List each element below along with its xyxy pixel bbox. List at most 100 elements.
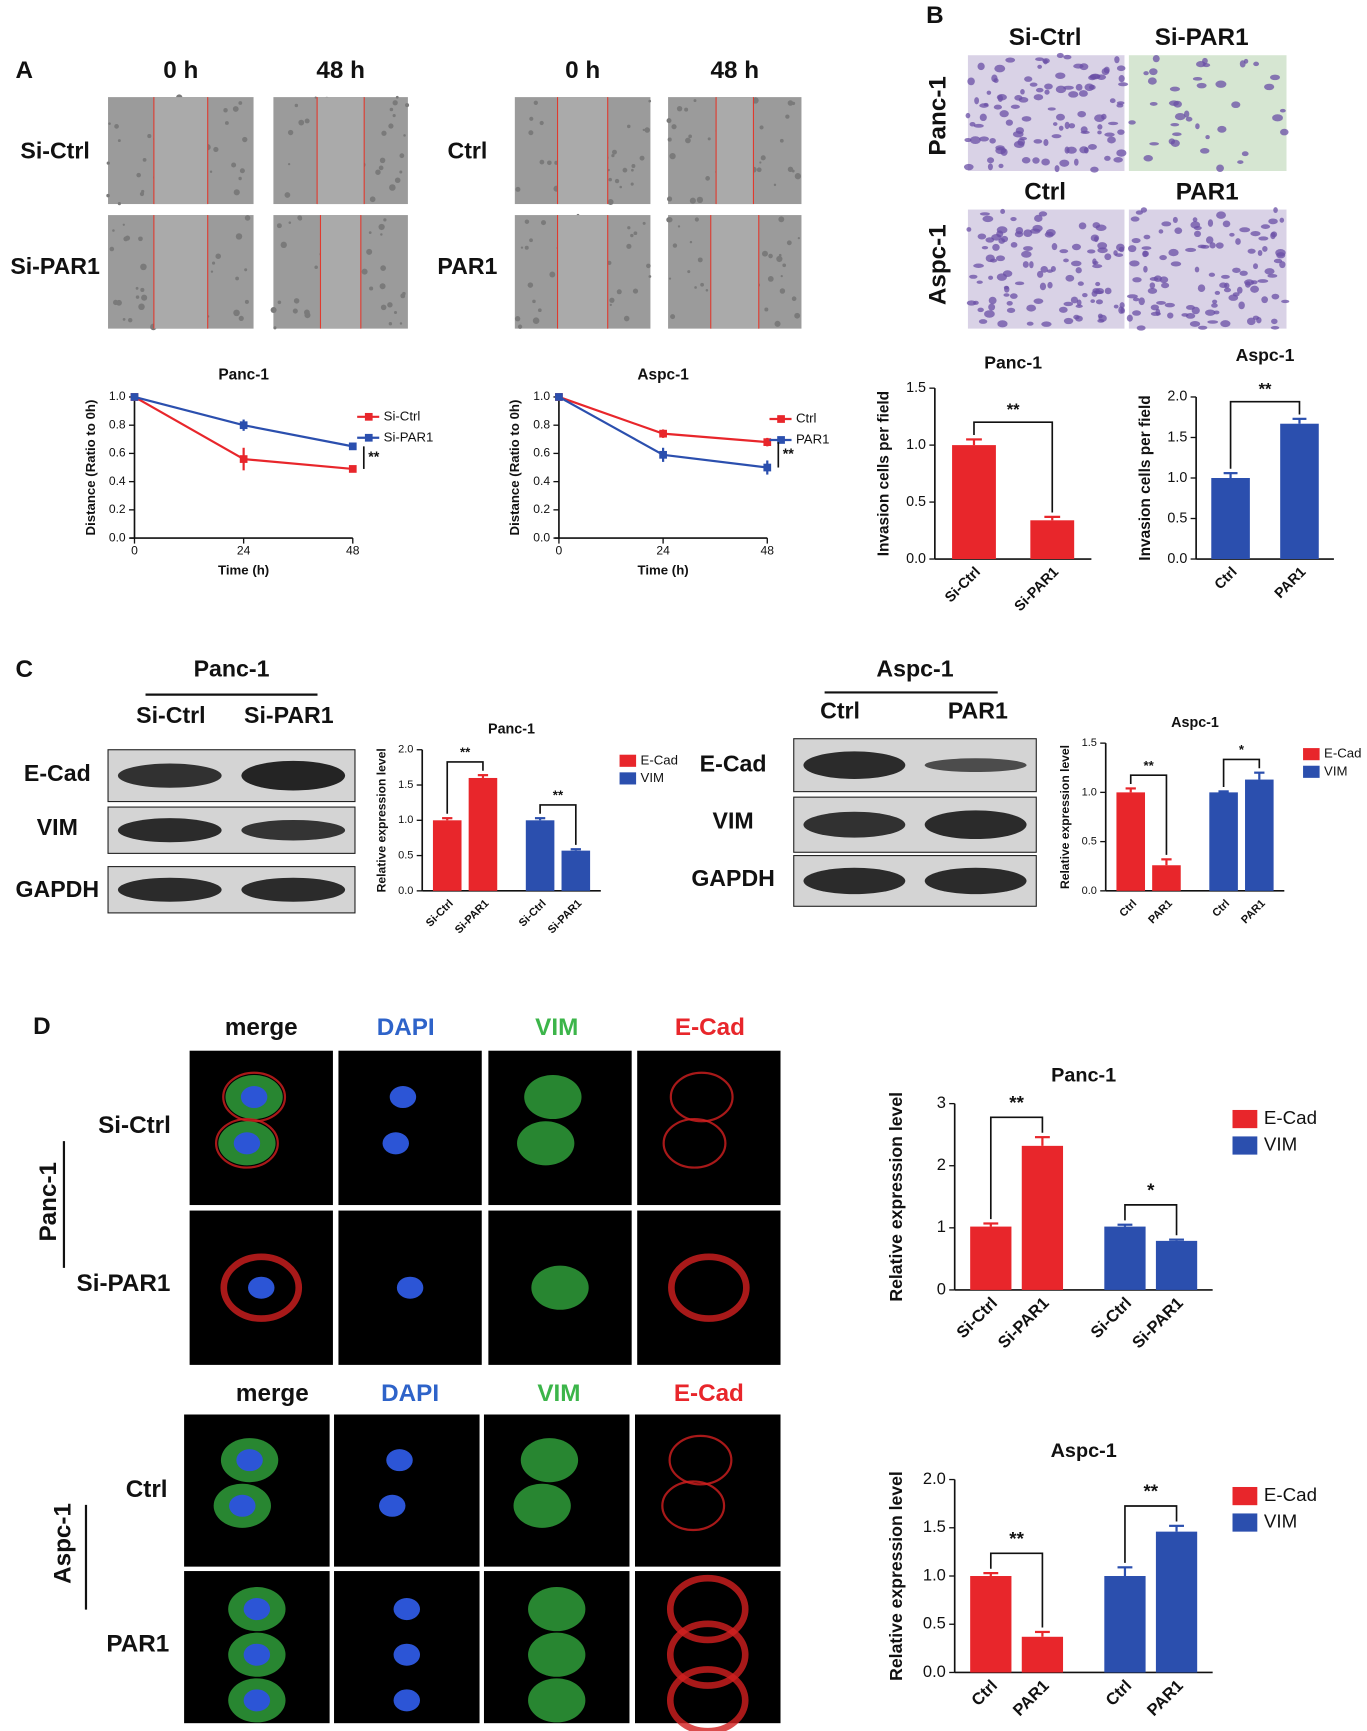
cell-texture [791, 101, 796, 106]
invaded-cell [1033, 139, 1043, 144]
bar [1116, 792, 1146, 891]
vim-signal [531, 1265, 589, 1310]
bar [1209, 792, 1238, 891]
invaded-cell [1276, 252, 1286, 259]
significance-bracket [1124, 1505, 1178, 1563]
invaded-cell [979, 113, 987, 122]
cell-texture [787, 100, 794, 106]
invaded-cell [1168, 138, 1176, 145]
cell-texture [389, 184, 396, 191]
invaded-cell [1161, 221, 1172, 227]
cell-texture [687, 270, 691, 274]
condition-label: Si-PAR1 [77, 1270, 171, 1297]
significance: ** [1009, 1092, 1024, 1113]
cell-texture [782, 263, 787, 268]
significance-bracket [989, 1116, 1044, 1220]
invaded-cell [1055, 85, 1067, 94]
legend-label: Si-PAR1 [384, 429, 434, 444]
invaded-cell [1128, 120, 1136, 125]
cell-texture [778, 216, 785, 223]
invaded-cell [1174, 227, 1183, 234]
invaded-cell [1101, 68, 1110, 76]
cell-texture [612, 149, 617, 155]
invaded-cell [1051, 134, 1062, 139]
x-tick-label: 48 [346, 544, 360, 558]
invaded-cell [1223, 287, 1232, 293]
invaded-cell [1169, 86, 1181, 92]
x-tick-label: Si-PAR1 [453, 898, 492, 937]
cell-texture [304, 312, 311, 319]
point-marker [348, 442, 357, 451]
significance: ** [1143, 758, 1154, 773]
invaded-cell [1044, 89, 1050, 95]
condition-label: Ctrl [447, 137, 487, 163]
invaded-cell [1116, 103, 1124, 108]
invaded-cell [981, 246, 989, 250]
channel-label: DAPI [377, 1014, 435, 1041]
cell-texture [694, 286, 697, 289]
x-tick-label: PAR1 [1143, 1676, 1187, 1720]
legend-swatch [619, 772, 637, 785]
cell-texture [238, 101, 243, 105]
invaded-cell [1033, 298, 1044, 304]
invaded-cell [1270, 231, 1278, 238]
cell-texture [756, 167, 762, 173]
invaded-cell [1257, 250, 1263, 257]
invaded-cell [1032, 157, 1040, 164]
invaded-cell [1063, 258, 1069, 263]
invaded-cell [969, 274, 978, 279]
protein-label: VIM [713, 808, 754, 834]
chart-title: Aspc-1 [1236, 345, 1295, 365]
cell-texture [619, 185, 623, 189]
time-label: 48 h [316, 57, 365, 84]
blot-band [803, 811, 906, 838]
invaded-cell [1084, 83, 1095, 92]
invaded-cell [1152, 54, 1160, 63]
invaded-cell [1264, 83, 1275, 91]
cell-texture [235, 233, 243, 240]
invaded-cell [1065, 274, 1075, 282]
invaded-cell [1253, 263, 1259, 270]
vim-signal [513, 1483, 571, 1528]
invaded-cell [1200, 147, 1210, 154]
vim-signal [520, 1438, 579, 1483]
x-tick-label: Si-PAR1 [994, 1293, 1053, 1352]
dapi-signal [396, 1276, 424, 1299]
invaded-cell [1013, 140, 1025, 148]
y-tick-label: 1.0 [1082, 786, 1097, 798]
x-tick-label: Si-Ctrl [424, 898, 456, 930]
invaded-cell [1082, 292, 1088, 298]
invaded-cell [995, 255, 1006, 262]
cell-texture [276, 223, 282, 229]
cell-texture [532, 299, 536, 304]
invaded-cell [1059, 249, 1069, 254]
y-axis-label: Invasion cells per field [876, 391, 893, 556]
dapi-signal [240, 1085, 268, 1109]
blot-band [924, 758, 1027, 773]
dapi-signal [393, 1689, 421, 1712]
cell-texture [609, 303, 612, 306]
y-tick-label: 0.5 [923, 1614, 946, 1633]
cell-texture [529, 116, 534, 121]
cell-texture [273, 326, 277, 330]
cell-texture [378, 223, 385, 231]
cell-texture [707, 137, 711, 141]
fluorescence-image [637, 1210, 781, 1365]
cell-texture [760, 155, 766, 161]
invaded-cell [1202, 63, 1211, 68]
invaded-cell [1212, 299, 1218, 304]
cell-texture [402, 291, 406, 296]
cell-texture [776, 255, 783, 263]
invaded-cell [1126, 294, 1138, 299]
cell-texture [270, 306, 277, 313]
cell-texture [759, 125, 764, 130]
significance-bracket [446, 761, 484, 814]
invaded-cell [1147, 77, 1157, 85]
invaded-cell [1155, 308, 1161, 316]
cell-texture [614, 178, 620, 184]
x-tick-label: Ctrl [1102, 1676, 1136, 1710]
cell-texture [694, 217, 699, 222]
cell-texture [761, 250, 768, 257]
invaded-cell [1172, 132, 1182, 137]
invaded-cell [1118, 75, 1125, 83]
